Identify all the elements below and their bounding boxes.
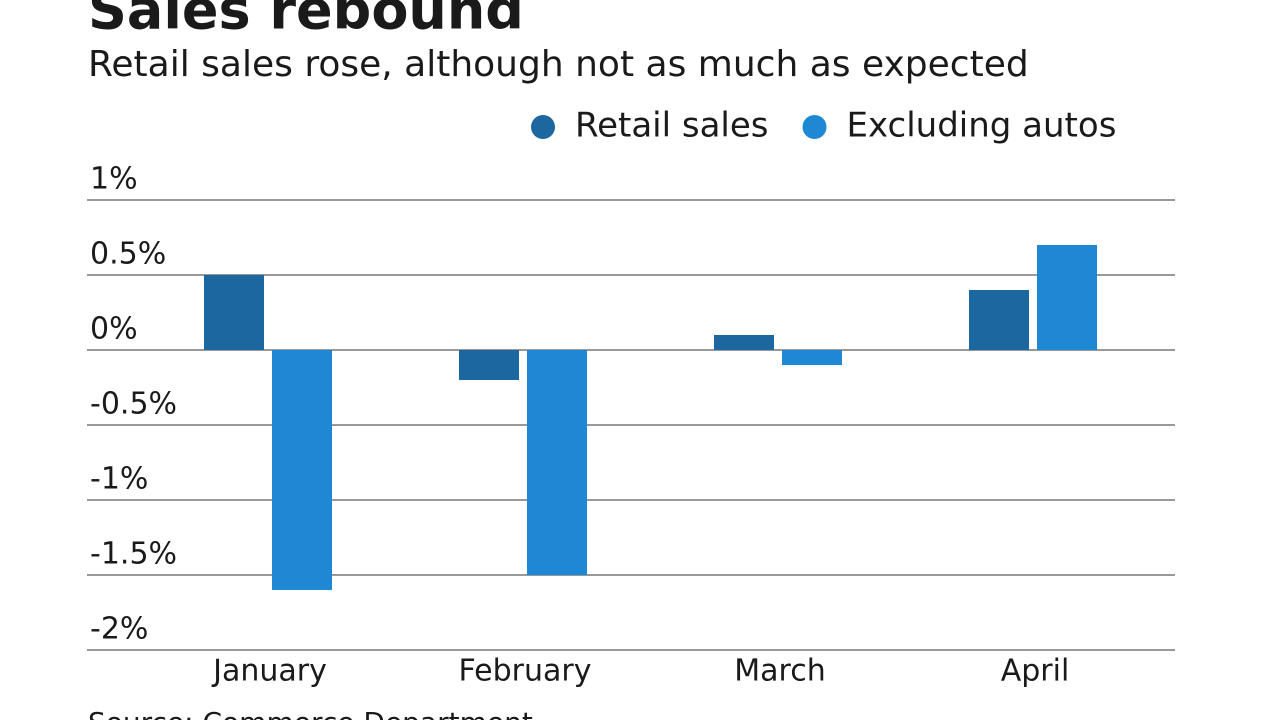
- source-note: Source: Commerce Department: [88, 706, 533, 720]
- chart-subtitle: Retail sales rose, although not as much …: [88, 44, 1029, 85]
- y-tick-label: -2%: [90, 612, 148, 647]
- x-tick-label: March: [734, 654, 825, 689]
- x-tick-label: January: [211, 654, 327, 689]
- bar: [272, 350, 332, 590]
- bar: [459, 350, 519, 380]
- legend-label: Retail sales: [575, 106, 769, 146]
- x-tick-label: April: [1001, 654, 1070, 689]
- y-tick-label: 0%: [90, 312, 138, 347]
- bar: [204, 275, 264, 350]
- y-tick-label: -1%: [90, 462, 148, 497]
- bar: [969, 290, 1029, 350]
- y-tick-label: -1.5%: [90, 537, 177, 572]
- bar: [714, 335, 774, 350]
- bar: [527, 350, 587, 575]
- bar: [1037, 245, 1097, 350]
- y-tick-label: 1%: [90, 162, 138, 197]
- y-tick-label: 0.5%: [90, 237, 166, 272]
- chart-title: Sales rebound: [88, 0, 524, 42]
- x-tick-label: February: [459, 654, 592, 689]
- legend-label: Excluding autos: [847, 106, 1117, 146]
- legend-swatch: [802, 115, 827, 139]
- legend-swatch: [531, 115, 555, 139]
- bar: [782, 350, 842, 365]
- y-tick-label: -0.5%: [90, 387, 177, 422]
